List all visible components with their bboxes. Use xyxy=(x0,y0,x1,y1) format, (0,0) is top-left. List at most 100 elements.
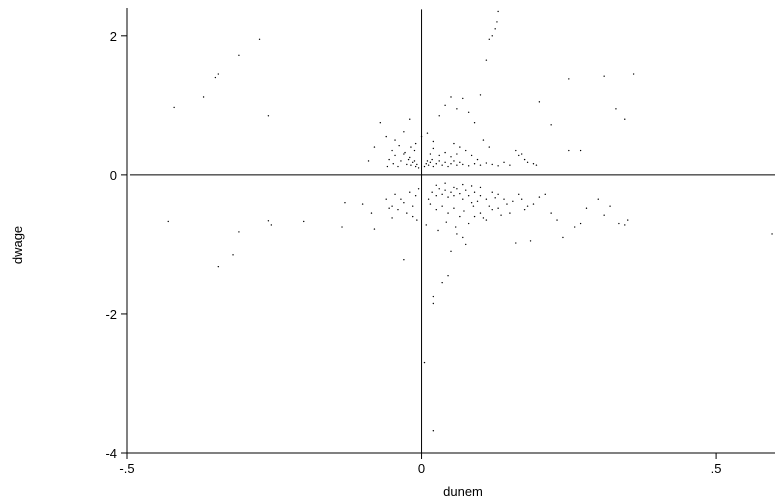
data-point xyxy=(429,161,432,164)
data-point xyxy=(518,154,520,157)
data-point xyxy=(485,198,488,200)
data-point xyxy=(526,161,529,164)
x-tick-label: .5 xyxy=(711,461,722,476)
data-point xyxy=(412,205,414,207)
data-point xyxy=(450,191,452,193)
data-point xyxy=(453,186,455,189)
data-point xyxy=(414,165,417,168)
data-point xyxy=(441,205,443,207)
data-point xyxy=(370,212,373,214)
data-point xyxy=(437,229,439,232)
data-point xyxy=(485,59,488,61)
data-point xyxy=(562,236,564,239)
data-point xyxy=(479,94,482,96)
data-point xyxy=(258,38,261,40)
data-point xyxy=(459,192,461,195)
data-point xyxy=(632,73,635,75)
data-point xyxy=(397,165,399,168)
data-point xyxy=(494,197,496,199)
data-point xyxy=(217,73,220,75)
data-point xyxy=(391,149,393,152)
data-point xyxy=(413,160,416,162)
data-point xyxy=(385,198,387,200)
data-point xyxy=(479,212,482,214)
data-point xyxy=(373,146,376,148)
data-point xyxy=(447,212,449,214)
data-point xyxy=(392,163,394,165)
data-point xyxy=(267,220,270,222)
data-point xyxy=(373,228,376,230)
data-point xyxy=(426,160,429,162)
data-point xyxy=(416,163,418,166)
data-point xyxy=(462,236,464,239)
data-point xyxy=(624,118,626,120)
data-point xyxy=(491,35,493,37)
data-point xyxy=(450,96,452,98)
data-point xyxy=(270,224,273,226)
data-point xyxy=(476,158,479,161)
data-point xyxy=(394,139,396,141)
data-point xyxy=(385,135,387,138)
data-point xyxy=(456,233,458,235)
data-point xyxy=(491,163,493,166)
data-point xyxy=(462,183,464,186)
data-point xyxy=(520,198,523,200)
data-point xyxy=(465,189,467,191)
data-point xyxy=(403,259,405,261)
data-point xyxy=(391,217,393,219)
data-point xyxy=(432,295,435,298)
y-tick-label: -4 xyxy=(105,446,117,461)
data-point xyxy=(403,131,405,133)
x-axis-title: dunem xyxy=(443,484,483,499)
data-point xyxy=(435,208,437,211)
data-point xyxy=(473,163,476,165)
data-point xyxy=(445,221,447,223)
data-point xyxy=(444,161,446,164)
data-point xyxy=(488,205,490,207)
data-point xyxy=(238,231,240,233)
data-point xyxy=(409,191,411,193)
data-point xyxy=(441,164,443,166)
data-point xyxy=(627,219,629,221)
data-point xyxy=(473,122,476,124)
y-axis-title: dwage xyxy=(10,226,25,264)
data-point xyxy=(453,195,455,197)
data-point xyxy=(444,151,446,154)
data-point xyxy=(467,195,470,197)
data-point xyxy=(429,203,432,205)
data-point xyxy=(456,164,458,166)
data-point xyxy=(367,160,370,162)
data-point xyxy=(503,198,505,200)
data-point xyxy=(410,146,412,148)
data-point xyxy=(438,115,440,117)
data-point xyxy=(444,104,446,107)
data-point xyxy=(341,226,343,228)
data-point xyxy=(427,198,430,200)
data-point xyxy=(618,222,620,225)
data-point xyxy=(414,195,417,197)
data-point xyxy=(467,111,470,113)
data-point xyxy=(426,132,429,134)
data-point xyxy=(515,242,517,244)
data-point xyxy=(410,164,412,166)
data-point xyxy=(167,220,169,223)
data-point xyxy=(455,226,457,228)
data-point xyxy=(447,165,449,168)
data-point xyxy=(214,76,217,79)
data-point xyxy=(518,193,520,196)
data-point xyxy=(459,215,461,218)
data-point xyxy=(398,144,400,147)
data-point xyxy=(397,208,399,211)
data-point xyxy=(462,198,464,200)
data-point xyxy=(403,201,405,204)
data-point xyxy=(544,193,546,196)
data-point xyxy=(465,149,467,152)
data-point xyxy=(482,139,485,141)
data-point xyxy=(406,212,408,214)
data-point xyxy=(479,186,482,189)
data-point xyxy=(506,203,508,205)
data-point xyxy=(473,215,476,218)
data-point xyxy=(456,153,458,155)
data-point xyxy=(579,149,582,152)
